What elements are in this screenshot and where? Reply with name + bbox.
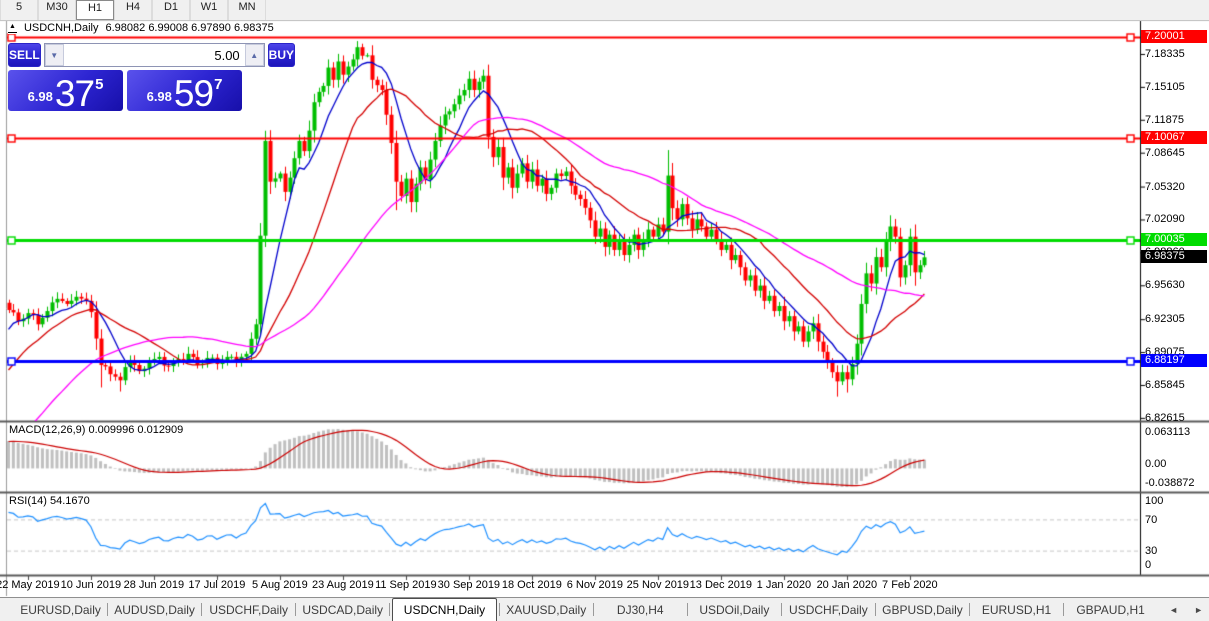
chart-tab-gbpusd-daily[interactable]: GBPUSD,Daily [882, 602, 963, 617]
date-axis-label: 30 Sep 2019 [437, 579, 501, 591]
macd-axis-label: 0.063113 [1145, 426, 1191, 438]
chart-tab-usdcnh-daily[interactable]: USDCNH,Daily [392, 598, 497, 621]
chart-tab-usdchf-daily[interactable]: USDCHF,Daily [209, 602, 288, 617]
tab-separator [107, 603, 109, 616]
chart-symbol-title: USDCNH,Daily [23, 22, 99, 34]
rsi-axis-label: 30 [1145, 545, 1158, 557]
price-axis-label: 7.18335 [1145, 47, 1185, 60]
sell-price-sup: 5 [95, 76, 104, 93]
tab-separator [201, 603, 203, 616]
chart-title-bar: ▲ USDCNH,Daily 6.98082 6.99008 6.97890 6… [8, 22, 280, 34]
tab-separator [1063, 603, 1065, 616]
timeframe-toolbar: 5 M30 H1 H4 D1 W1 MN [0, 0, 1209, 21]
timeframe-button-w1[interactable]: W1 [190, 0, 228, 20]
price-axis-label: 7.02090 [1145, 213, 1185, 226]
chart-ohlc-values: 6.98082 6.99008 6.97890 6.98375 [105, 22, 274, 34]
date-axis-label: 5 Aug 2019 [252, 579, 308, 591]
rsi-axis-label: 70 [1145, 514, 1158, 526]
sell-price-big: 37 [54, 73, 95, 114]
volume-spinner: ▼ ▲ [43, 43, 265, 67]
date-axis-label: 23 Aug 2019 [311, 579, 374, 591]
chart-tab-eurusd-daily[interactable]: EURUSD,Daily [20, 602, 101, 617]
date-axis-label: 6 Nov 2019 [566, 579, 623, 591]
macd-indicator-label: MACD(12,26,9) 0.009996 0.012909 [9, 424, 184, 436]
price-axis-label: 6.82615 [1145, 411, 1185, 424]
macd-axis-label: -0.038872 [1145, 477, 1195, 489]
price-axis-label: 7.05320 [1145, 180, 1185, 193]
chart-tab-usdcad-daily[interactable]: USDCAD,Daily [302, 602, 384, 617]
date-axis-label: 20 Jan 2020 [816, 579, 878, 591]
buy-price-sup: 7 [214, 76, 223, 93]
date-axis-label: 22 May 2019 [0, 579, 60, 591]
hline-price-label: 6.88197 [1141, 354, 1207, 367]
collapse-panel-icon[interactable]: ▲ [8, 23, 17, 33]
buy-price-prefix: 6.98 [146, 89, 172, 104]
chart-tab-usdoil-daily[interactable]: USDOil,Daily [699, 602, 770, 617]
buy-price-box[interactable]: 6.98 59 7 [127, 70, 242, 114]
chart-tab-audusd-daily[interactable]: AUDUSD,Daily [114, 602, 195, 617]
hline-price-label: 7.20001 [1141, 30, 1207, 43]
price-axis-label: 7.08645 [1145, 146, 1185, 159]
tab-separator [592, 603, 594, 616]
one-click-trading-panel: SELL ▼ ▲ BUY 6.98 37 5 6.98 59 7 [8, 43, 296, 114]
tab-separator [780, 603, 782, 616]
rsi-axis-label: 0 [1145, 559, 1152, 571]
rsi-axis-label: 100 [1145, 495, 1164, 507]
chart-tab-usdchf-daily[interactable]: USDCHF,Daily [789, 602, 868, 617]
date-axis-label: 25 Nov 2019 [626, 579, 690, 591]
volume-decrease-button[interactable]: ▼ [44, 44, 64, 66]
chart-tab-dj30-h4[interactable]: DJ30,H4 [616, 602, 664, 617]
tab-scroll-arrows: ◄ ► [1169, 605, 1203, 615]
tab-scroll-left-icon[interactable]: ◄ [1169, 604, 1179, 615]
date-axis-label: 18 Oct 2019 [501, 579, 562, 591]
sell-price-box[interactable]: 6.98 37 5 [8, 70, 123, 114]
price-axis-label: 6.92305 [1145, 313, 1185, 326]
timeframe-button-h4[interactable]: H4 [114, 0, 152, 20]
tab-separator [968, 603, 970, 616]
tab-separator [389, 603, 391, 616]
macd-axis-label: 0.00 [1145, 458, 1167, 470]
chart-tab-eurusd-h1[interactable]: EURUSD,H1 [981, 602, 1052, 617]
chart-tab-bar: EURUSD,Daily AUDUSD,Daily USDCHF,Daily USDC… [0, 597, 1209, 621]
buy-price-big: 59 [173, 73, 214, 114]
timeframe-button-d1[interactable]: D1 [152, 0, 190, 20]
date-axis-label: 13 Dec 2019 [689, 579, 753, 591]
timeframe-button-5[interactable]: 5 [0, 0, 38, 20]
current-price-label: 6.98375 [1141, 250, 1207, 264]
date-axis-label: 7 Feb 2020 [882, 579, 938, 591]
volume-increase-button[interactable]: ▲ [244, 44, 264, 66]
tab-separator [686, 603, 688, 616]
price-axis-label: 7.11875 [1145, 113, 1184, 126]
date-axis-label: 28 Jun 2019 [123, 579, 185, 591]
chart-tab-gbpaud-h1[interactable]: GBPAUD,H1 [1076, 602, 1145, 617]
date-axis-label: 11 Sep 2019 [375, 579, 437, 591]
timeframe-button-m30[interactable]: M30 [38, 0, 76, 20]
price-axis-label: 6.95630 [1145, 279, 1185, 292]
sell-button[interactable]: SELL [8, 43, 41, 67]
chart-tab-xauusd-daily[interactable]: XAUUSD,Daily [506, 602, 587, 617]
timeframe-button-h1[interactable]: H1 [76, 0, 114, 20]
tab-separator [874, 603, 876, 616]
price-axis-label: 6.85845 [1145, 378, 1185, 391]
hline-price-label: 7.00035 [1141, 233, 1207, 247]
rsi-indicator-label: RSI(14) 54.1670 [9, 495, 90, 507]
tab-scroll-right-icon[interactable]: ► [1194, 604, 1203, 615]
buy-button[interactable]: BUY [267, 43, 296, 67]
timeframe-button-mn[interactable]: MN [228, 0, 266, 20]
price-axis-label: 7.15105 [1145, 80, 1185, 93]
date-axis-label: 17 Jul 2019 [188, 579, 246, 591]
tab-separator [498, 603, 500, 616]
date-axis-label: 10 Jun 2019 [60, 579, 122, 591]
hline-price-label: 7.10067 [1141, 131, 1207, 145]
sell-price-prefix: 6.98 [27, 89, 53, 104]
volume-input[interactable] [63, 44, 245, 66]
tab-separator [295, 603, 297, 616]
date-axis-label: 1 Jan 2020 [756, 579, 812, 591]
